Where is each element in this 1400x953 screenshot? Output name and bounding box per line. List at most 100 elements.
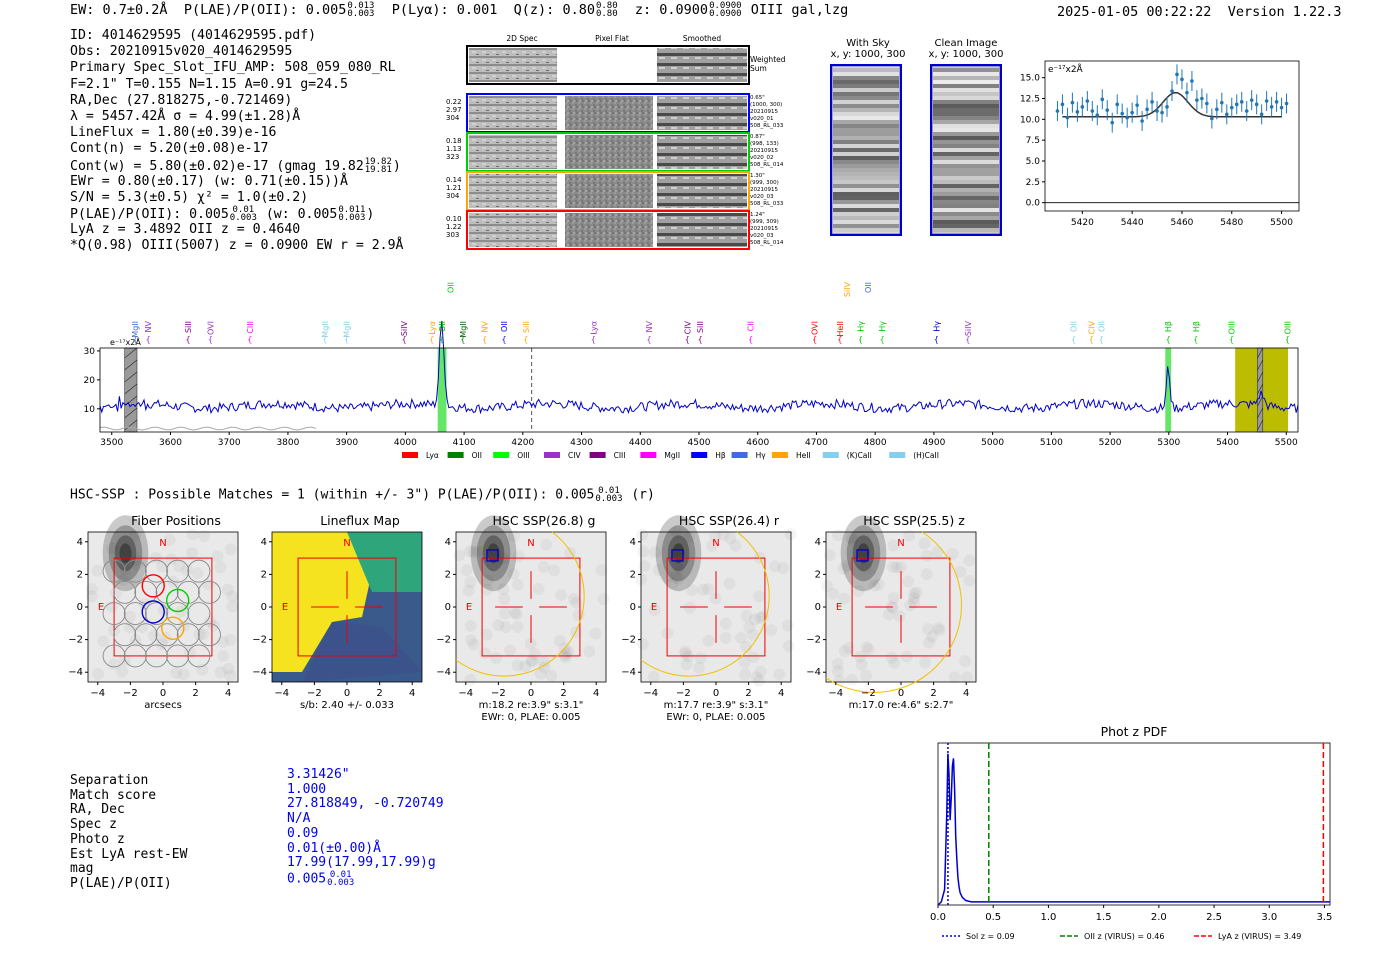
- image-noise: [507, 567, 520, 580]
- spec-line-brace: {: [1166, 335, 1171, 344]
- image-noise: [717, 528, 730, 541]
- image-noise: [106, 542, 119, 555]
- col-2d-spec: 2D Spec: [506, 34, 537, 43]
- spec-line-marker: Hβ: [1164, 321, 1173, 332]
- sky-pixel-row: [933, 144, 999, 148]
- galaxy-blob: [476, 525, 511, 582]
- spec-line-marker: OII: [500, 321, 509, 332]
- sky-pixel-row: [933, 156, 999, 160]
- sky-pixel-row: [933, 136, 999, 140]
- info-plae: P(LAE)/P(OII): 0.005 0.01 0.003 (w: 0.005 0…: [70, 205, 375, 224]
- image-noise: [919, 656, 932, 669]
- value-radec: 27.818849, -0.720749: [287, 796, 444, 812]
- fit-data-point: [1070, 100, 1075, 105]
- info-ewr: EWr = 0.80(±0.17) (w: 0.71(±0.15))Å: [70, 173, 348, 189]
- fit-data-point: [1224, 112, 1229, 117]
- image-noise: [480, 583, 493, 596]
- image-noise: [669, 571, 682, 584]
- north-label: N: [343, 538, 350, 549]
- legend-swatch: [691, 452, 708, 458]
- selected-fiber: [141, 600, 165, 624]
- image-noise: [963, 574, 976, 587]
- image-noise: [886, 560, 899, 573]
- aperture-ellipse: [640, 531, 770, 677]
- spec-line-brace: {: [146, 335, 151, 344]
- fiber-circle: [166, 602, 190, 625]
- image-noise: [903, 529, 916, 542]
- spec-hatched-band: [124, 347, 138, 433]
- fit-data-point: [1249, 98, 1254, 102]
- spec-line-marker: SiIV: [964, 320, 973, 336]
- imaging-caption-2: EWr: 0, PLAE: 0.005: [481, 712, 580, 722]
- image-noise: [900, 650, 913, 663]
- image-noise: [859, 561, 872, 574]
- img-ytick-label: 2: [77, 569, 83, 580]
- image-noise: [831, 657, 844, 670]
- east-label: E: [466, 602, 472, 613]
- image-noise: [724, 532, 737, 545]
- legend-label: MgII: [664, 451, 680, 460]
- fit-xtick-label: 5440: [1121, 218, 1144, 228]
- image-noise: [467, 545, 480, 558]
- sky-pixel-row: [933, 72, 999, 76]
- image-noise: [692, 661, 705, 674]
- image-noise: [672, 572, 685, 585]
- sky-pixel-row: [833, 88, 899, 92]
- image-noise: [887, 591, 900, 604]
- ew-value: EW: 0.7±0.2Å: [70, 2, 168, 18]
- info-id: ID: 4014629595 (4014629595.pdf): [70, 28, 317, 43]
- legend-swatch: [731, 452, 748, 458]
- spec-line-brace: {: [501, 335, 506, 344]
- sky-pixel-row: [933, 212, 999, 216]
- image-noise: [926, 630, 939, 643]
- sky-pixel-row: [833, 152, 899, 156]
- image-noise: [933, 623, 946, 636]
- image-noise: [948, 671, 961, 684]
- image-noise: [904, 599, 917, 612]
- sky-pixel-row: [933, 152, 999, 156]
- image-noise: [922, 636, 935, 649]
- image-noise: [156, 560, 169, 573]
- sky-pixel-row: [833, 172, 899, 176]
- img-ytick-label: 2: [445, 569, 451, 580]
- img-xtick-label: 2: [192, 688, 198, 699]
- img-xtick-label: 4: [778, 688, 784, 699]
- version: Version 1.22.3: [1227, 4, 1342, 20]
- imaging-title: Fiber Positions: [131, 513, 221, 528]
- sky-pixel-row: [933, 88, 999, 92]
- spec-line-brace: {: [1229, 335, 1234, 344]
- image-noise: [537, 655, 550, 668]
- legend-label: (H)CaII: [913, 451, 939, 460]
- image-noise: [214, 561, 227, 574]
- image-noise: [845, 531, 858, 544]
- fit-data-point: [1185, 90, 1189, 95]
- image-noise: [130, 553, 143, 566]
- sky-pixel-row: [833, 80, 899, 84]
- fit-data-point: [1120, 111, 1124, 116]
- image-noise: [462, 584, 475, 597]
- cutout-smooth: [657, 213, 747, 247]
- image-noise: [129, 529, 142, 542]
- image-noise: [504, 644, 517, 657]
- spec-line-marker: OII: [1070, 321, 1079, 332]
- weighted-label: Weighted: [750, 55, 786, 64]
- img-ytick-label: −2: [436, 635, 451, 646]
- fiber-circle: [166, 644, 190, 668]
- fit-data-point: [1055, 109, 1060, 113]
- image-bg: [826, 532, 976, 682]
- sky-pixel-row: [833, 184, 899, 188]
- imaging-caption: arcsecs: [144, 700, 182, 711]
- spec-line-brace: {: [858, 335, 863, 344]
- spec-line-marker: OII: [438, 321, 447, 332]
- spec-line-marker: OII: [1097, 321, 1106, 332]
- image-noise: [682, 530, 695, 543]
- image-noise: [754, 665, 767, 678]
- fit-ytick-label: 12.5: [1020, 95, 1040, 105]
- cutout-right-label: 0.87" (998, 133) 20210915 v020_02 508_RL_014: [750, 134, 784, 168]
- image-noise: [191, 567, 204, 580]
- image-noise: [872, 578, 885, 591]
- image-noise: [738, 656, 751, 669]
- image-noise: [545, 669, 558, 682]
- spec-line-brace: {: [322, 335, 327, 344]
- image-noise: [489, 652, 502, 665]
